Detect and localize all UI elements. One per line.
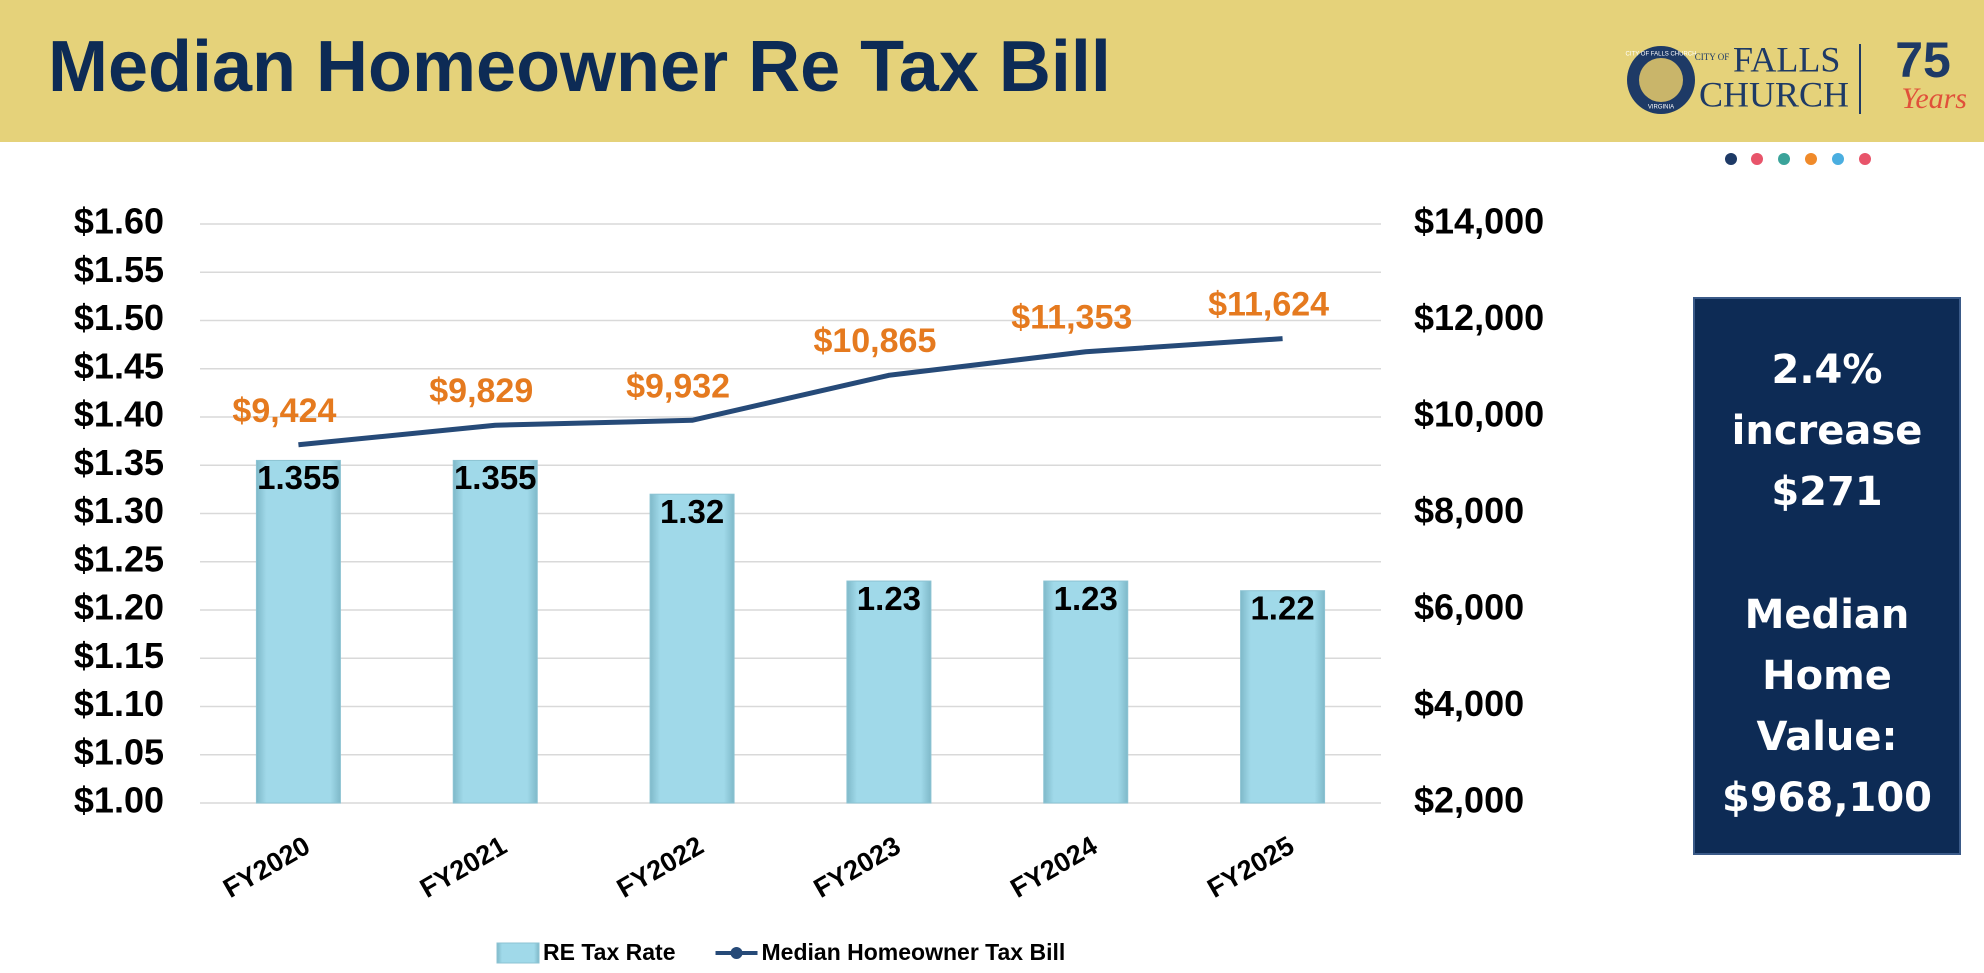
line: [298, 336, 1283, 448]
legend-label: RE Tax Rate: [543, 939, 676, 965]
bar-value-label: 1.23: [857, 580, 921, 617]
y-tick-label: $1.00: [74, 780, 164, 821]
line-value-label: $9,424: [232, 392, 336, 430]
info-box: [1693, 297, 1961, 855]
logo: CITY OF FALLS CHURCH VIRGINIA CITY OF FA…: [1626, 32, 1967, 115]
y-tick-label: $1.10: [74, 683, 164, 724]
y-tick-label: $1.30: [74, 490, 164, 531]
y2-tick-label: $6,000: [1414, 587, 1524, 628]
line-value-label: $11,624: [1208, 286, 1329, 324]
page-title: Median Homeowner Re Tax Bill: [48, 27, 1111, 107]
y-tick-label: $1.50: [74, 297, 164, 338]
legend-label: Median Homeowner Tax Bill: [762, 939, 1066, 965]
y-tick-label: $1.45: [74, 345, 164, 386]
bar: [649, 493, 735, 804]
logo-text: FALLS: [1733, 39, 1840, 79]
legend-swatch: [496, 942, 540, 964]
dot: [1725, 153, 1737, 165]
y2-tick-label: $14,000: [1414, 201, 1544, 242]
y2-tick-label: $8,000: [1414, 490, 1524, 531]
dot: [1805, 153, 1817, 165]
logo-text: CHURCH: [1699, 74, 1849, 114]
y-tick-label: $1.40: [74, 394, 164, 435]
logo-text: 75: [1895, 32, 1951, 88]
dot: [1751, 153, 1763, 165]
y-tick-label: $1.35: [74, 442, 164, 483]
y-tick-label: $1.25: [74, 538, 164, 579]
dot: [1832, 153, 1844, 165]
seal-text: VIRGINIA: [1648, 105, 1674, 111]
bar: [452, 459, 538, 804]
line-value-label: $9,932: [626, 367, 730, 405]
y2-tick-label: $2,000: [1414, 780, 1524, 821]
y-tick-label: $1.20: [74, 587, 164, 628]
box-text: Home: [1762, 653, 1892, 699]
x-tick-label: FY2021: [415, 830, 512, 903]
logo-text: CITY OF: [1695, 52, 1729, 62]
bar: [1240, 590, 1326, 804]
box-text: $271: [1771, 469, 1882, 515]
dot: [1859, 153, 1871, 165]
x-tick-label: FY2020: [218, 830, 315, 903]
bar: [255, 459, 341, 804]
x-tick-label: FY2024: [1005, 830, 1102, 903]
bar-value-label: 1.32: [660, 493, 724, 530]
bar-value-label: 1.355: [257, 459, 340, 496]
legend-marker: [730, 947, 743, 959]
line-value-label: $9,829: [429, 372, 533, 410]
y2-tick-label: $10,000: [1414, 394, 1544, 435]
bar-value-label: 1.22: [1250, 589, 1314, 626]
chart: $1.00 $1.05 $1.10 $1.15 $1.20 $1.25 $1.30 $1.35…: [74, 201, 1544, 966]
x-tick-label: FY2023: [809, 830, 906, 903]
box-text: $968,100: [1722, 775, 1932, 821]
y-tick-label: $1.15: [74, 635, 164, 676]
box-text: Value:: [1756, 714, 1897, 760]
box-text: increase: [1732, 408, 1923, 454]
bar: [846, 580, 932, 804]
y-tick-label: $1.60: [74, 201, 164, 242]
bar: [1043, 580, 1129, 804]
seal-inner: [1639, 58, 1683, 102]
dots: [1725, 153, 1871, 165]
x-tick-label: FY2022: [612, 830, 709, 903]
x-tick-label: FY2025: [1202, 830, 1299, 903]
box-text: Median: [1745, 592, 1910, 638]
y-tick-label: $1.05: [74, 731, 164, 772]
seal-text: CITY OF FALLS CHURCH: [1626, 52, 1697, 58]
bar-value-label: 1.23: [1054, 580, 1118, 617]
line-value-label: $10,865: [813, 322, 936, 360]
dot: [1778, 153, 1790, 165]
y-tick-label: $1.55: [74, 249, 164, 290]
logo-text: Years: [1901, 82, 1967, 115]
box-text: 2.4%: [1772, 347, 1883, 393]
y2-tick-label: $4,000: [1414, 683, 1524, 724]
y2-tick-label: $12,000: [1414, 297, 1544, 338]
line-value-label: $11,353: [1011, 299, 1132, 337]
bar-value-label: 1.355: [454, 459, 537, 496]
